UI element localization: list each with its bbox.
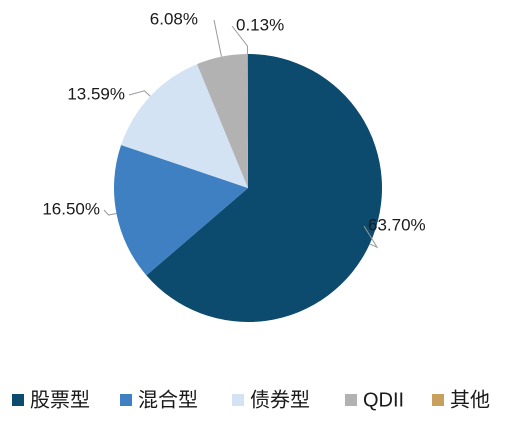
pie-slice <box>146 54 383 323</box>
legend-swatch <box>120 394 132 406</box>
leader-line <box>128 90 151 97</box>
legend-label: 股票型 <box>30 388 90 411</box>
leader-line <box>213 19 222 57</box>
legend-label: 混合型 <box>138 388 198 411</box>
pie-slice <box>246 54 248 188</box>
legend-label: 债券型 <box>250 388 310 411</box>
data-label: 0.13% <box>236 15 284 34</box>
leader-line <box>363 225 379 249</box>
legend-swatch <box>432 394 444 406</box>
legend-swatch <box>12 394 24 406</box>
data-label: 13.59% <box>67 84 125 103</box>
pie-slice <box>114 144 248 276</box>
data-label: 63.70% <box>368 215 426 234</box>
pie-slice <box>121 64 248 188</box>
leader-line <box>103 209 117 216</box>
legend-label: QDII <box>363 389 404 411</box>
pie-slice <box>197 54 248 188</box>
data-label: 6.08% <box>150 9 198 28</box>
data-label: 16.50% <box>42 199 100 218</box>
leader-line <box>231 25 248 55</box>
legend-swatch <box>345 394 357 406</box>
legend-swatch <box>232 394 244 406</box>
legend-label: 其他 <box>450 388 490 411</box>
